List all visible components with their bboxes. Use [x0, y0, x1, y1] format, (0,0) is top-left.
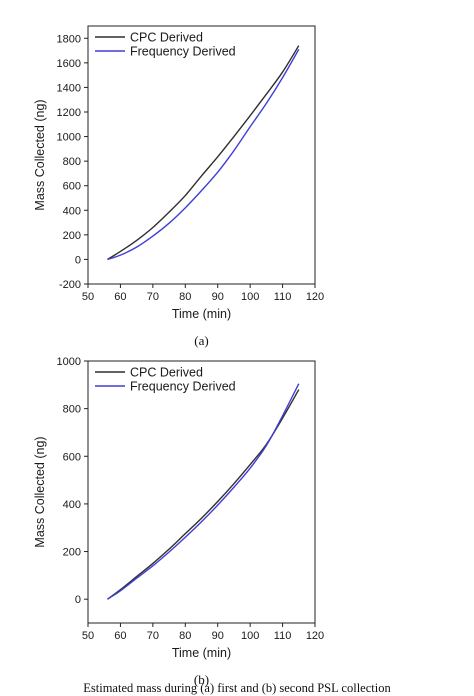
panel-b-y-tick-label: 800: [63, 404, 81, 416]
chart-panel-a: 50 60 70 80 90 100 110 120 -200 0 200 400 600 800 1000…: [33, 25, 324, 348]
panel-b-series-line-cpc-derived: [107, 389, 300, 600]
panel-a-y-tick-label: 400: [63, 205, 81, 217]
panel-b-label: (b): [194, 672, 209, 687]
panel-a-x-tick-label: 90: [212, 291, 224, 303]
panel-b-x-tick-label: 90: [212, 630, 224, 642]
panel-b-y-tick-label: 1000: [57, 356, 81, 368]
figure-caption: Estimated mass during (a) first and (b) …: [83, 681, 391, 695]
panel-a-series-line-frequency-derived: [107, 48, 300, 261]
panel-a-label: (a): [194, 333, 208, 348]
panel-a-y-tick-label: 800: [63, 156, 81, 168]
panel-b-plot-frame: [87, 360, 316, 624]
panel-a-plot-frame: [87, 25, 316, 285]
panel-b-legend-label-frequency-derived: Frequency Derived: [130, 380, 236, 394]
panel-a-x-tick-label: 80: [179, 291, 191, 303]
panel-b-y-tick-label: 200: [63, 547, 81, 559]
panel-b-y-tick-label: 0: [75, 594, 81, 606]
panel-a-y-tick-label: 1000: [57, 132, 81, 144]
panel-a-y-tick-label: 600: [63, 181, 81, 193]
panel-a-x-axis-title: Time (min): [172, 307, 231, 321]
panel-b-x-axis-title: Time (min): [172, 646, 231, 660]
panel-b-y-axis-title: Mass Collected (ng): [33, 436, 47, 547]
panel-a-y-axis-title: Mass Collected (ng): [33, 99, 47, 210]
panel-a-y-tick-label: 1400: [57, 82, 81, 94]
panel-b-y-tick-label: 600: [63, 451, 81, 463]
panel-a-series-line-cpc-derived: [107, 45, 300, 261]
panel-b-x-tick-label: 70: [147, 630, 159, 642]
panel-b-x-tick-label: 60: [114, 630, 126, 642]
panel-a-x-tick-label: 50: [82, 291, 94, 303]
panel-a-y-tick-label: 0: [75, 254, 81, 266]
panel-b-x-tick-label: 100: [241, 630, 259, 642]
panel-b-x-tick-label: 110: [274, 630, 292, 642]
panel-a-y-tick-label: 1200: [57, 107, 81, 119]
panel-b-x-tick-label: 120: [306, 630, 324, 642]
panel-a-x-tick-label: 100: [241, 291, 259, 303]
panel-b-x-tick-label: 50: [82, 630, 94, 642]
panel-a-x-tick-label: 110: [274, 291, 292, 303]
panel-a-y-tick-label: 200: [63, 230, 81, 242]
panel-a-y-tick-label: -200: [59, 279, 81, 291]
panel-a-y-tick-label: 1800: [57, 33, 81, 45]
panel-b-series-line-frequency-derived: [107, 383, 300, 600]
panel-a-y-tick-label: 1600: [57, 58, 81, 70]
chart-panel-b: 50 60 70 80 90 100 110 120 0 200 400 600 800 1000 Time…: [33, 356, 324, 687]
panel-a-x-tick-label: 120: [306, 291, 324, 303]
panel-b-y-tick-label: 400: [63, 499, 81, 511]
panel-b-legend-label-cpc-derived: CPC Derived: [130, 366, 203, 380]
panel-a-legend-label-frequency-derived: Frequency Derived: [130, 45, 236, 59]
panel-a-x-tick-label: 70: [147, 291, 159, 303]
panel-b-x-tick-label: 80: [179, 630, 191, 642]
panel-a-x-tick-label: 60: [114, 291, 126, 303]
panel-a-legend-label-cpc-derived: CPC Derived: [130, 31, 203, 45]
